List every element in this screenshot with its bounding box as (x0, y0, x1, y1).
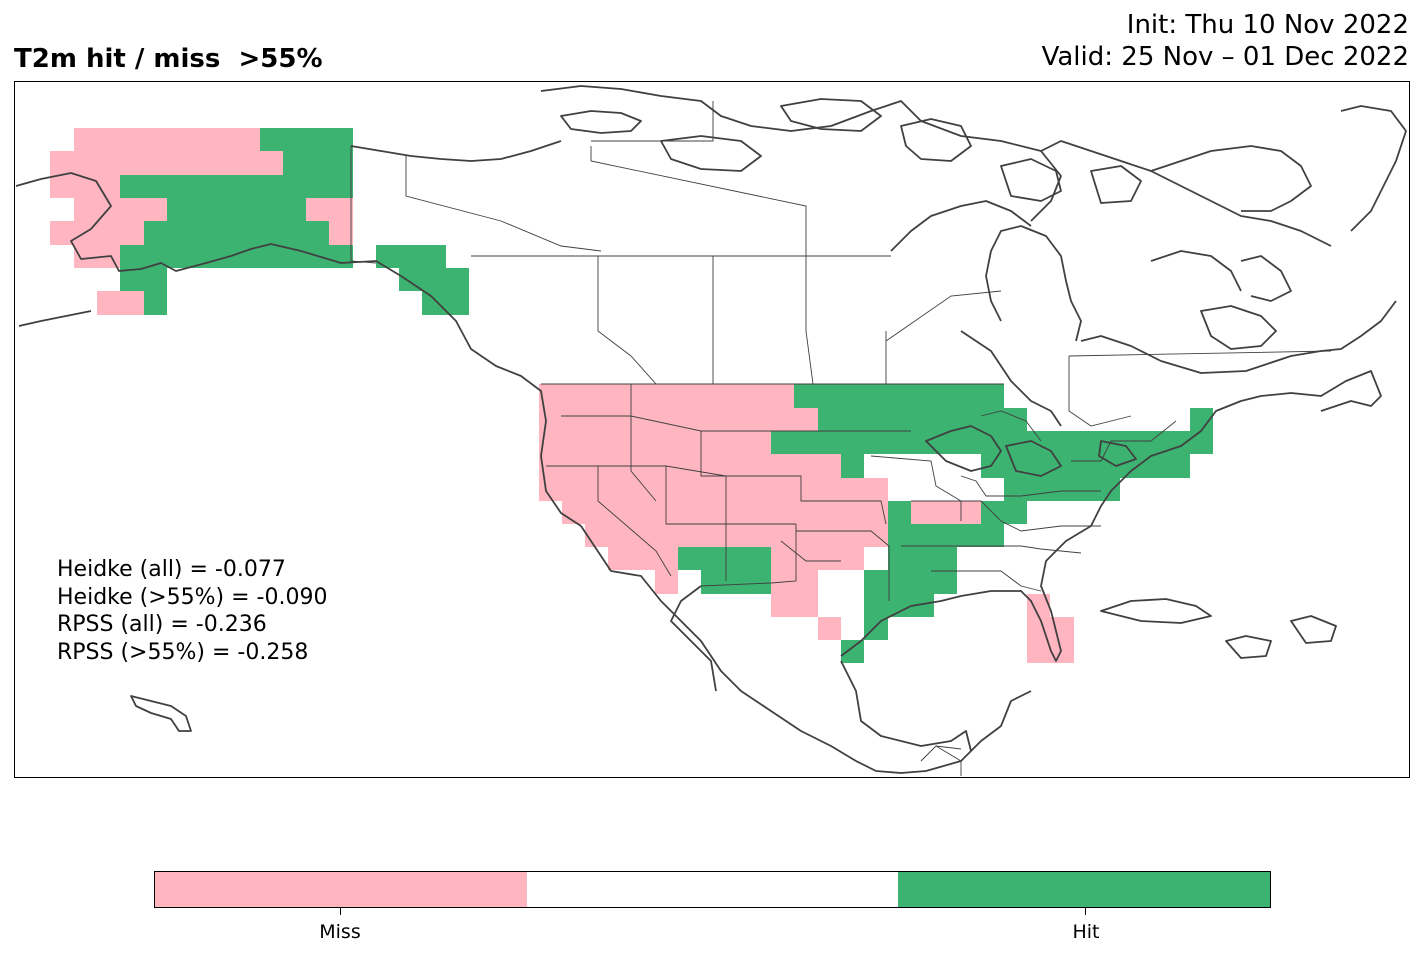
hit-cell-region (771, 384, 1213, 663)
colorbar-miss-segment (155, 872, 527, 907)
hit-cell-region (120, 128, 353, 268)
valid-date-label: Valid: 25 Nov – 01 Dec 2022 (1041, 42, 1409, 72)
map-canvas (15, 85, 1407, 776)
miss-cell-region (1027, 594, 1074, 663)
colorbar (154, 871, 1271, 908)
hit-cell-region (120, 268, 167, 315)
rpss-55-score: RPSS (>55%) = -0.258 (57, 639, 309, 665)
colorbar-tick-miss (340, 908, 341, 915)
skill-scores-box: Heidke (all) = -0.077 Heidke (>55%) = -0… (57, 556, 327, 666)
heidke-all-score: Heidke (all) = -0.077 (57, 557, 286, 582)
miss-cell-region (539, 384, 981, 640)
miss-cell-region (306, 198, 353, 245)
init-date-label: Init: Thu 10 Nov 2022 (1126, 10, 1409, 40)
alaska-cells (50, 128, 469, 315)
hit-cell-region (376, 245, 469, 315)
miss-cell-region (97, 291, 144, 315)
coastlines (15, 85, 1407, 774)
chart-title: T2m hit / miss >55% (14, 44, 323, 74)
colorbar-hit-segment (898, 872, 1271, 907)
conus-cells (539, 384, 1213, 663)
political-borders (350, 101, 1332, 776)
map-panel (14, 81, 1410, 778)
rpss-all-score: RPSS (all) = -0.236 (57, 612, 267, 637)
colorbar-tick-hit (1085, 908, 1086, 915)
colorbar-label-hit: Hit (1072, 921, 1100, 943)
colorbar-neutral-segment (526, 872, 899, 907)
colorbar-label-miss: Miss (319, 921, 361, 943)
hit-cell-region (678, 547, 771, 594)
heidke-55-score: Heidke (>55%) = -0.090 (57, 584, 328, 610)
